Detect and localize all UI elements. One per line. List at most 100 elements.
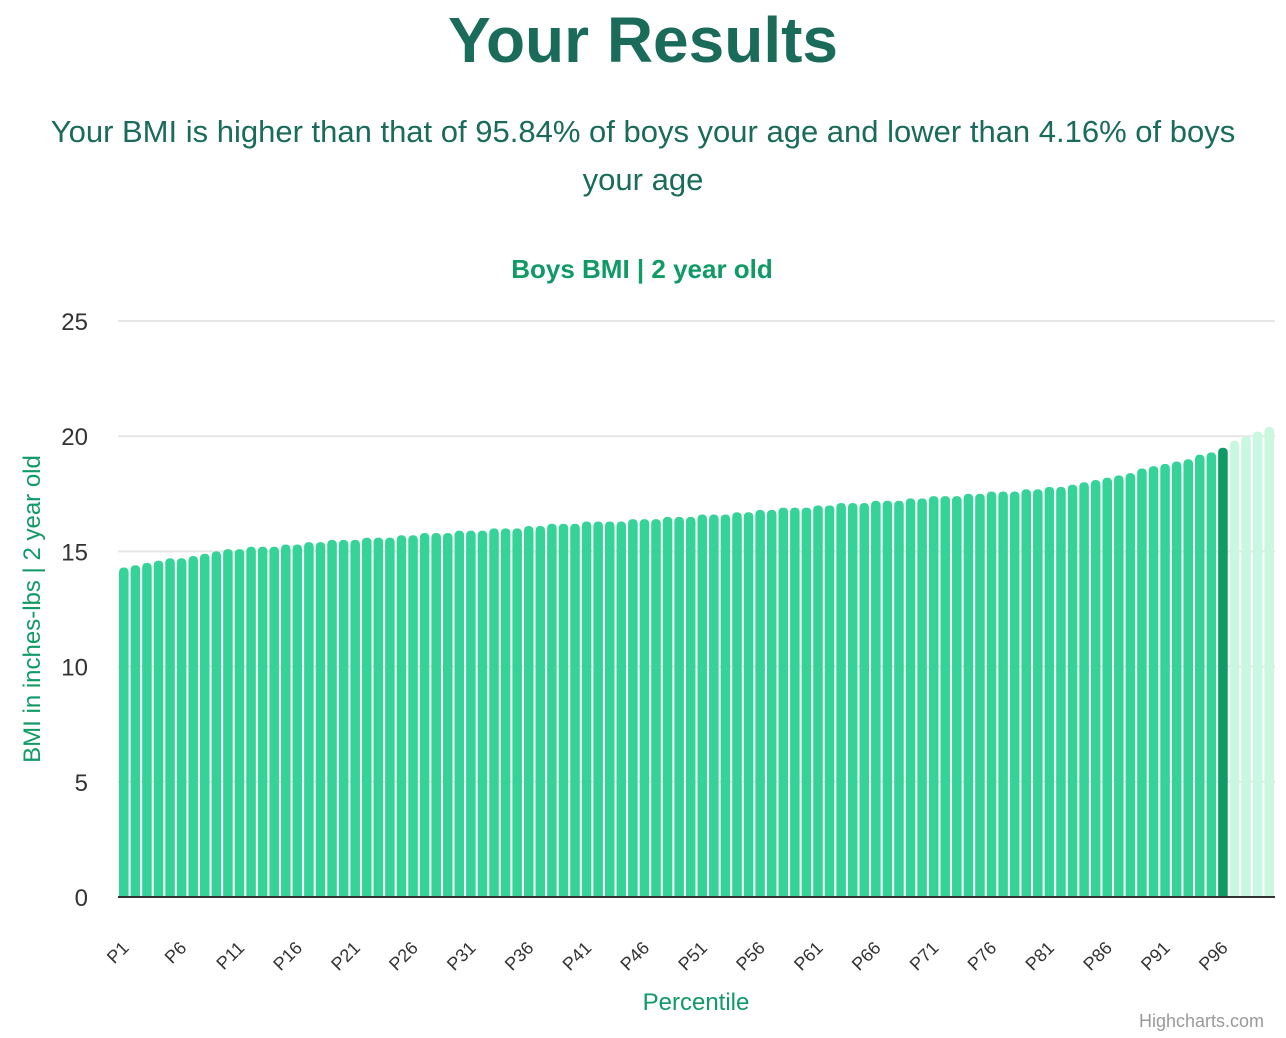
- bar-p38[interactable]: [547, 523, 557, 897]
- bar-p56[interactable]: [755, 509, 765, 897]
- bar-p99[interactable]: [1252, 431, 1263, 897]
- bar-p12[interactable]: [246, 546, 256, 897]
- bar-p9[interactable]: [211, 551, 222, 897]
- bar-p23[interactable]: [373, 537, 384, 897]
- chart-credits[interactable]: Highcharts.com: [1139, 1011, 1264, 1031]
- bar-p30[interactable]: [454, 530, 465, 897]
- bar-p70[interactable]: [917, 498, 927, 897]
- bar-p22[interactable]: [361, 537, 372, 897]
- bar-p78[interactable]: [1009, 491, 1020, 897]
- bar-p21[interactable]: [350, 539, 360, 897]
- bar-p17[interactable]: [304, 542, 314, 897]
- bar-p74[interactable]: [963, 493, 974, 897]
- bar-p62[interactable]: [824, 505, 835, 897]
- bar-p71[interactable]: [928, 496, 939, 897]
- bar-p77[interactable]: [998, 491, 1008, 897]
- bar-p6[interactable]: [176, 558, 187, 897]
- bar-p90[interactable]: [1148, 466, 1159, 897]
- bar-p68[interactable]: [894, 500, 904, 897]
- bar-p98[interactable]: [1241, 436, 1251, 897]
- bar-p35[interactable]: [512, 528, 522, 897]
- bar-p61[interactable]: [813, 505, 823, 897]
- bar-p31[interactable]: [466, 530, 476, 897]
- bar-p75[interactable]: [975, 493, 985, 897]
- bar-p2[interactable]: [130, 565, 141, 897]
- bar-p65[interactable]: [859, 503, 870, 897]
- bar-p8[interactable]: [199, 553, 210, 897]
- bar-p46[interactable]: [639, 519, 650, 897]
- bar-p97[interactable]: [1229, 440, 1240, 897]
- bar-p39[interactable]: [558, 523, 569, 897]
- bar-p16[interactable]: [292, 544, 303, 897]
- bar-p84[interactable]: [1079, 482, 1089, 897]
- bar-p87[interactable]: [1114, 475, 1124, 897]
- bar-p45[interactable]: [628, 519, 638, 897]
- bar-p11[interactable]: [234, 549, 245, 897]
- bar-p59[interactable]: [790, 507, 800, 897]
- bar-p82[interactable]: [1056, 486, 1066, 897]
- bar-p37[interactable]: [535, 526, 546, 897]
- bar-p29[interactable]: [442, 532, 453, 897]
- bar-p79[interactable]: [1021, 489, 1032, 897]
- bar-p5[interactable]: [165, 558, 175, 897]
- bar-p86[interactable]: [1102, 477, 1113, 897]
- bar-p18[interactable]: [315, 542, 326, 897]
- bar-p69[interactable]: [905, 498, 916, 897]
- bar-p81[interactable]: [1044, 486, 1055, 897]
- bar-p66[interactable]: [871, 500, 881, 897]
- bar-p15[interactable]: [280, 544, 291, 897]
- bar-p20[interactable]: [338, 539, 349, 897]
- bar-p51[interactable]: [697, 514, 708, 897]
- bar-p41[interactable]: [581, 521, 592, 897]
- bar-p88[interactable]: [1125, 473, 1136, 897]
- bar-p95[interactable]: [1206, 452, 1217, 897]
- bar-p10[interactable]: [223, 549, 233, 897]
- bar-p27[interactable]: [419, 532, 430, 897]
- bar-p13[interactable]: [257, 546, 268, 897]
- bar-p40[interactable]: [570, 523, 580, 897]
- bar-p94[interactable]: [1195, 454, 1205, 897]
- bar-p28[interactable]: [431, 532, 441, 897]
- bar-p33[interactable]: [489, 528, 499, 897]
- bar-p76[interactable]: [986, 491, 997, 897]
- bar-p26[interactable]: [408, 535, 418, 897]
- bar-p14[interactable]: [269, 546, 279, 897]
- bar-p50[interactable]: [685, 516, 696, 897]
- bar-p43[interactable]: [604, 521, 615, 897]
- bar-p4[interactable]: [153, 560, 164, 897]
- bar-p64[interactable]: [847, 503, 858, 897]
- bar-p34[interactable]: [500, 528, 511, 897]
- bar-p48[interactable]: [662, 516, 673, 897]
- bar-p93[interactable]: [1183, 459, 1194, 897]
- bar-p36[interactable]: [523, 526, 534, 897]
- bar-p72[interactable]: [940, 496, 951, 897]
- bar-p53[interactable]: [720, 514, 731, 897]
- bar-p58[interactable]: [778, 507, 789, 897]
- bar-p92[interactable]: [1171, 461, 1182, 897]
- bar-p52[interactable]: [709, 514, 719, 897]
- bar-p44[interactable]: [616, 521, 627, 897]
- bar-p47[interactable]: [651, 519, 661, 897]
- bar-p42[interactable]: [593, 521, 603, 897]
- bar-p54[interactable]: [732, 512, 742, 897]
- bar-p57[interactable]: [766, 509, 777, 897]
- bar-p63[interactable]: [836, 503, 846, 897]
- bar-p85[interactable]: [1090, 479, 1101, 897]
- bar-p89[interactable]: [1137, 468, 1147, 897]
- bar-p3[interactable]: [142, 562, 152, 897]
- bar-p96[interactable]: [1218, 447, 1228, 897]
- bar-p7[interactable]: [188, 556, 198, 897]
- bar-p1[interactable]: [119, 567, 129, 897]
- bar-p73[interactable]: [952, 496, 962, 897]
- bar-p25[interactable]: [396, 535, 407, 897]
- bar-p24[interactable]: [385, 537, 395, 897]
- bar-p91[interactable]: [1160, 463, 1170, 897]
- bar-p32[interactable]: [477, 530, 488, 897]
- bar-p55[interactable]: [743, 512, 754, 897]
- bar-p19[interactable]: [327, 539, 337, 897]
- bar-p49[interactable]: [674, 516, 684, 897]
- bar-p80[interactable]: [1033, 489, 1043, 897]
- bar-p60[interactable]: [801, 507, 812, 897]
- bar-p67[interactable]: [882, 500, 893, 897]
- bar-p100[interactable]: [1264, 426, 1274, 897]
